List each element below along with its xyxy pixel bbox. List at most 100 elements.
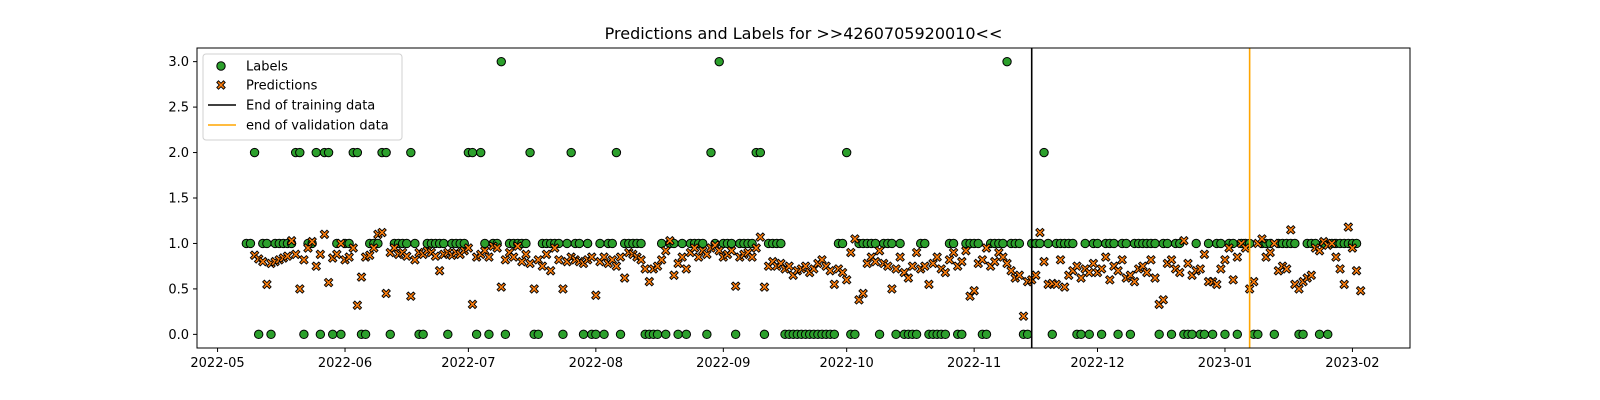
prediction-point (1088, 258, 1099, 269)
prediction-point (1006, 265, 1016, 276)
label-point (245, 238, 256, 249)
prediction-point (1055, 254, 1066, 265)
label-point (476, 147, 486, 158)
label-point (402, 238, 412, 249)
x-tick-label: 2023-02 (1325, 356, 1379, 371)
prediction-point (874, 245, 885, 256)
label-point (467, 147, 478, 158)
prediction-point (282, 251, 293, 262)
prediction-point (1117, 254, 1128, 265)
prediction-point (1248, 276, 1259, 287)
label-point (998, 238, 1008, 249)
label-point (1043, 238, 1053, 249)
label-point (607, 238, 617, 249)
prediction-point (677, 252, 688, 262)
plot-area (241, 48, 1366, 348)
prediction-point (410, 254, 420, 265)
label-point (1298, 329, 1308, 340)
prediction-point (1195, 264, 1206, 274)
prediction-point (924, 279, 934, 290)
label-point (870, 238, 881, 249)
label-point (352, 147, 363, 158)
prediction-point (1220, 254, 1230, 265)
prediction-point (903, 273, 914, 283)
prediction-point (1100, 252, 1111, 262)
prediction-point (1327, 238, 1337, 249)
prediction-point (850, 234, 860, 244)
label-point (295, 147, 305, 158)
prediction-point (1285, 224, 1296, 235)
y-tick-label: 2.0 (168, 146, 189, 161)
label-point (418, 329, 428, 340)
x-tick-label: 2022-06 (318, 356, 372, 371)
prediction-point (311, 261, 322, 272)
prediction-point (751, 243, 762, 253)
prediction-point (919, 261, 930, 272)
prediction-point (323, 277, 334, 288)
prediction-point (644, 276, 655, 287)
prediction-point (944, 254, 955, 265)
label-point (599, 329, 609, 340)
label-point (1039, 147, 1049, 158)
prediction-point (492, 243, 503, 253)
x-tick-label: 2022-12 (1070, 356, 1124, 371)
prediction-point (1030, 270, 1041, 281)
x-tick-label: 2022-07 (441, 356, 495, 371)
prediction-point (858, 288, 868, 299)
label-point (558, 329, 568, 340)
prediction-point (669, 270, 679, 281)
label-point (1014, 238, 1025, 249)
label-point (940, 329, 951, 340)
label-point (874, 329, 885, 340)
prediction-point (1347, 243, 1358, 253)
prediction-point (1211, 279, 1222, 290)
label-point (1047, 329, 1057, 340)
label-point (1216, 238, 1226, 249)
prediction-point (895, 252, 905, 262)
prediction-point (1039, 256, 1049, 267)
prediction-point (1072, 261, 1082, 272)
prediction-point (891, 264, 901, 274)
prediction-point (257, 256, 268, 267)
prediction-point (348, 243, 359, 253)
label-point (299, 329, 309, 340)
label-point (1253, 329, 1263, 340)
label-point (578, 329, 589, 340)
label-point (681, 329, 692, 340)
label-point (661, 329, 671, 340)
label-point (698, 238, 708, 249)
prediction-point (1314, 245, 1325, 256)
prediction-point (381, 288, 391, 299)
x-tick-label: 2022-05 (190, 356, 244, 371)
prediction-point (558, 284, 568, 294)
y-tick-label: 1.5 (168, 192, 189, 207)
prediction-point (521, 249, 531, 260)
label-point (336, 329, 346, 340)
label-point (327, 329, 338, 340)
label-point (677, 238, 687, 249)
label-point (562, 238, 572, 249)
label-point (311, 147, 321, 158)
label-point (1154, 329, 1164, 340)
prediction-point (299, 254, 309, 265)
label-point (850, 329, 860, 340)
label-point (1232, 329, 1243, 340)
prediction-point (315, 249, 326, 260)
label-point (1121, 238, 1131, 249)
prediction-point (517, 256, 527, 267)
prediction-point (665, 235, 675, 246)
label-point (521, 238, 531, 249)
label-point (1269, 329, 1280, 340)
prediction-point (1331, 252, 1341, 262)
label-point (1084, 329, 1094, 340)
prediction-point (541, 249, 552, 260)
prediction-point (1014, 270, 1025, 281)
label-point (1096, 329, 1107, 340)
prediction-point (512, 241, 523, 252)
prediction-point (290, 249, 301, 260)
prediction-point (1076, 273, 1086, 283)
label-point (636, 238, 646, 249)
prediction-point (611, 261, 622, 272)
label-point (920, 238, 930, 249)
prediction-point (1183, 258, 1193, 269)
